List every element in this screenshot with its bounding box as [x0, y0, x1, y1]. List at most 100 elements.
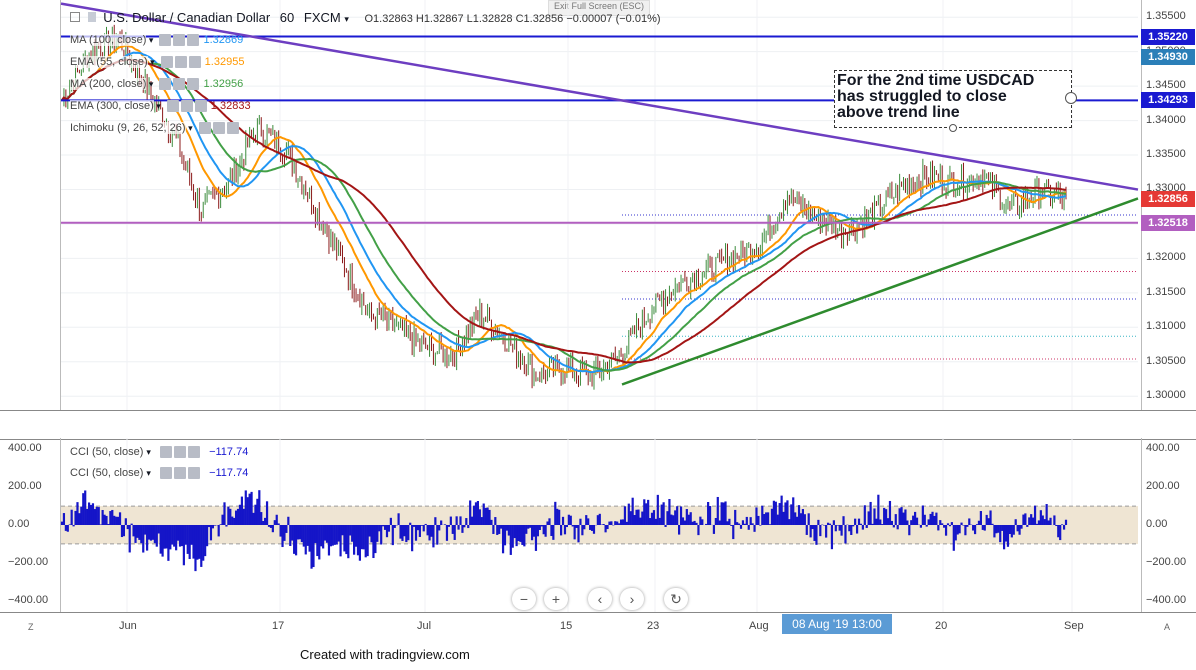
time-cursor-label: 08 Aug '19 13:00	[782, 614, 892, 634]
cci-axis-label-left: −400.00	[8, 593, 49, 606]
chevron-down-icon[interactable]: ▾	[147, 57, 155, 67]
gear-icon[interactable]	[173, 78, 186, 91]
price-axis-label: 1.30500	[1146, 354, 1186, 367]
indicator-legend-row[interactable]: Ichimoku (9, 26, 52, 26) ▾	[70, 120, 241, 136]
annotation-anchor-icon[interactable]	[949, 124, 957, 132]
eye-icon[interactable]	[198, 122, 211, 135]
gear-icon[interactable]	[173, 34, 186, 47]
gear-icon[interactable]	[174, 446, 187, 459]
indicator-value: 1.32833	[210, 100, 251, 112]
price-axis-label: 1.35500	[1146, 10, 1186, 23]
close-icon[interactable]	[194, 100, 207, 113]
reset-chart-button[interactable]: ↻	[664, 588, 688, 610]
cci-axis-label-left: 0.00	[8, 518, 30, 530]
cci-axis-label-left: 200.00	[8, 480, 42, 493]
ema-300-line	[61, 58, 1067, 364]
eye-icon[interactable]	[160, 56, 173, 69]
annotation-handle-icon[interactable]	[1065, 92, 1077, 104]
symbol-color-icon	[87, 12, 96, 22]
indicator-buttons[interactable]	[160, 465, 202, 481]
indicator-buttons[interactable]	[159, 76, 201, 92]
chevron-down-icon[interactable]: ▾	[146, 447, 151, 457]
interval-label[interactable]: 60	[279, 10, 295, 25]
symbol-header[interactable]: U.S. Dollar / Canadian Dollar 60 FXCM ▾ …	[70, 10, 661, 26]
auto-scale-button[interactable]: A	[1164, 622, 1171, 632]
indicator-legend-row[interactable]: EMA (300, close) ▾ 1.32833	[70, 98, 251, 114]
footer-credit: Created with tradingview.com	[300, 647, 470, 662]
ma-100-line	[61, 51, 1067, 374]
indicator-value: 1.32955	[204, 56, 245, 68]
cci-legend-1[interactable]: CCI (50, close) ▾ −117.74	[70, 444, 248, 460]
close-icon[interactable]	[226, 122, 239, 135]
price-tag: 1.34930	[1141, 48, 1195, 65]
symbol-name: U.S. Dollar / Canadian Dollar	[103, 10, 271, 25]
indicator-value: 1.32956	[203, 78, 244, 90]
indicator-buttons[interactable]	[159, 32, 201, 48]
time-axis-label: 23	[647, 620, 660, 632]
exit-fullscreen-button[interactable]: Exit Full Screen (ESC)	[548, 0, 650, 16]
eye-icon[interactable]	[159, 34, 172, 47]
indicator-legend-row[interactable]: MA (100, close) ▾ 1.32869	[70, 32, 243, 48]
close-icon[interactable]	[188, 446, 201, 459]
annotation-line-1: For the 2nd time USDCAD	[837, 72, 1035, 89]
chevron-down-icon[interactable]: ▾	[146, 79, 154, 89]
time-axis-bar	[0, 612, 1196, 641]
indicator-legend-row[interactable]: MA (200, close) ▾ 1.32956	[70, 76, 243, 92]
zoom-reset-corner[interactable]: Z	[28, 622, 34, 632]
ema-55-line	[61, 44, 1067, 374]
price-axis-label: 1.34000	[1146, 113, 1186, 126]
eye-icon[interactable]	[160, 446, 173, 459]
collapse-icon[interactable]	[70, 12, 80, 22]
time-axis-label: Sep	[1064, 620, 1084, 632]
close-icon[interactable]	[188, 56, 201, 69]
eye-icon[interactable]	[160, 467, 173, 480]
cci-axis-label-left: 400.00	[8, 442, 42, 455]
indicator-value: 1.32869	[203, 34, 244, 46]
chevron-down-icon[interactable]: ▾	[344, 14, 349, 24]
ma-200-line	[61, 58, 1067, 372]
time-axis-label: 17	[272, 620, 285, 632]
gear-icon[interactable]	[174, 467, 187, 480]
chevron-down-icon[interactable]: ▾	[146, 35, 154, 45]
chevron-down-icon[interactable]: ▾	[146, 468, 151, 478]
annotation-box[interactable]: For the 2nd time USDCAD has struggled to…	[834, 70, 1072, 128]
annotation-line-2: has struggled to close	[837, 88, 1007, 105]
indicator-buttons[interactable]	[198, 120, 241, 136]
close-icon[interactable]	[187, 34, 200, 47]
cci-axis-label-right: 400.00	[1146, 442, 1180, 455]
zoom-out-button[interactable]: −	[512, 588, 536, 610]
gear-icon[interactable]	[174, 56, 187, 69]
chevron-down-icon[interactable]: ▾	[185, 123, 193, 133]
close-icon[interactable]	[187, 78, 200, 91]
cci-pane[interactable]	[60, 438, 1142, 612]
time-axis-label: Aug	[749, 620, 769, 632]
scroll-right-button[interactable]: ›	[620, 588, 644, 610]
scroll-left-button[interactable]: ‹	[588, 588, 612, 610]
cci-legend-2[interactable]: CCI (50, close) ▾ −117.74	[70, 465, 248, 481]
indicator-legend-row[interactable]: EMA (55, close) ▾ 1.32955	[70, 54, 244, 70]
eye-icon[interactable]	[159, 78, 172, 91]
zoom-in-button[interactable]: +	[544, 588, 568, 610]
price-tag: 1.35220	[1141, 28, 1195, 45]
eye-icon[interactable]	[166, 100, 179, 113]
price-tag: 1.32856	[1141, 191, 1195, 208]
cci-axis-label-left: −200.00	[8, 555, 49, 568]
gear-icon[interactable]	[212, 122, 225, 135]
gear-icon[interactable]	[180, 100, 193, 113]
indicator-name: EMA (55, close)	[70, 56, 148, 68]
indicator-buttons[interactable]	[160, 54, 203, 70]
chevron-down-icon[interactable]: ▾	[153, 101, 161, 111]
indicator-buttons[interactable]	[160, 444, 202, 460]
time-axis-label: 15	[560, 620, 573, 632]
price-tag: 1.32518	[1141, 214, 1195, 231]
indicator-name: EMA (300, close)	[70, 100, 154, 112]
price-axis-label: 1.31000	[1146, 320, 1186, 333]
pane-divider[interactable]	[0, 410, 1196, 440]
cci-axis-label-right: 0.00	[1146, 518, 1168, 530]
price-axis-label: 1.31500	[1146, 285, 1186, 298]
price-axis-label: 1.30000	[1146, 389, 1186, 402]
ohlc-values: O1.32863 H1.32867 L1.32828 C1.32856 −0.0…	[364, 13, 661, 25]
close-icon[interactable]	[188, 467, 201, 480]
indicator-name: MA (200, close)	[70, 78, 147, 90]
indicator-buttons[interactable]	[166, 98, 209, 114]
